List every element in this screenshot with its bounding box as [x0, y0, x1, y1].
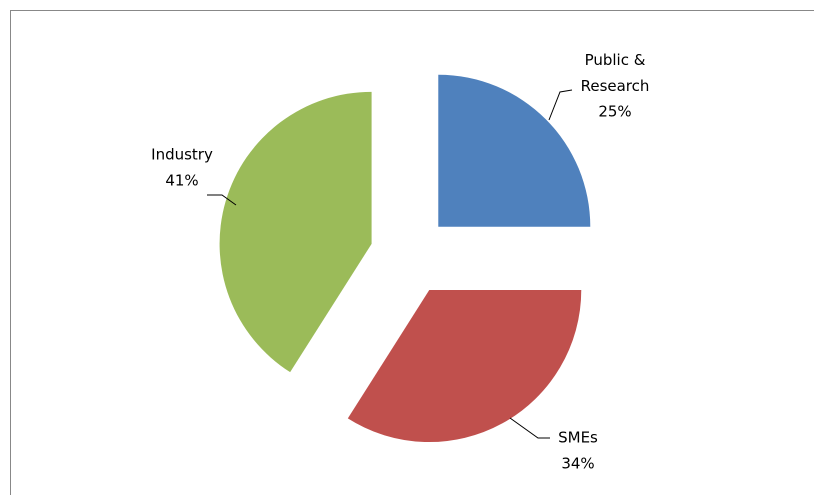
- slice-value-label: 34%: [561, 455, 594, 473]
- leader-line: [509, 417, 550, 439]
- leader-line: [548, 89, 573, 121]
- pie-slice: [438, 74, 591, 227]
- pie-slice: [219, 91, 372, 373]
- slice-label: SMEs: [558, 429, 598, 447]
- slice-value-label: 25%: [598, 103, 631, 121]
- pie-slice: [347, 290, 582, 443]
- slice-label: Public & Research: [581, 51, 650, 95]
- leader-line: [207, 194, 237, 206]
- slice-label: Industry: [151, 146, 213, 164]
- slice-value-label: 41%: [165, 172, 198, 190]
